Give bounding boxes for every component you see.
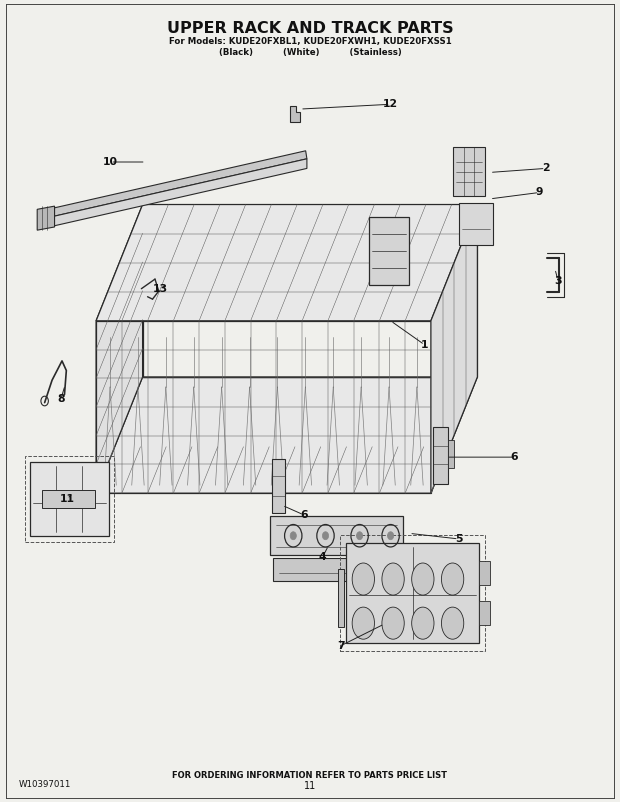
Text: 8: 8 — [57, 395, 64, 404]
Ellipse shape — [352, 563, 374, 595]
Text: 5: 5 — [455, 534, 463, 544]
Polygon shape — [51, 151, 307, 217]
Polygon shape — [96, 205, 477, 321]
Polygon shape — [459, 203, 493, 245]
Polygon shape — [433, 427, 448, 484]
Text: 1: 1 — [421, 340, 428, 350]
Circle shape — [356, 532, 363, 540]
Polygon shape — [53, 159, 307, 226]
Text: 7: 7 — [337, 641, 345, 650]
Ellipse shape — [412, 563, 434, 595]
Polygon shape — [448, 440, 454, 468]
Text: UPPER RACK AND TRACK PARTS: UPPER RACK AND TRACK PARTS — [167, 21, 453, 35]
Text: 4: 4 — [319, 553, 326, 562]
Polygon shape — [453, 147, 485, 196]
Ellipse shape — [412, 607, 434, 639]
Polygon shape — [272, 459, 285, 513]
Circle shape — [388, 532, 394, 540]
Polygon shape — [30, 462, 109, 536]
Polygon shape — [338, 569, 344, 627]
Text: 6: 6 — [511, 452, 518, 462]
Text: 11: 11 — [60, 494, 74, 504]
Text: 3: 3 — [554, 276, 562, 286]
Polygon shape — [96, 205, 143, 493]
Text: 10: 10 — [103, 157, 118, 167]
Text: (Black)          (White)          (Stainless): (Black) (White) (Stainless) — [219, 48, 401, 58]
Polygon shape — [479, 561, 490, 585]
Polygon shape — [346, 543, 479, 643]
Circle shape — [322, 532, 329, 540]
Text: 11: 11 — [304, 781, 316, 791]
Ellipse shape — [352, 607, 374, 639]
Ellipse shape — [382, 563, 404, 595]
Polygon shape — [37, 206, 55, 230]
Polygon shape — [42, 490, 95, 508]
Polygon shape — [273, 558, 400, 581]
Polygon shape — [369, 217, 409, 285]
Polygon shape — [290, 106, 300, 122]
Polygon shape — [431, 205, 477, 493]
Polygon shape — [270, 516, 403, 555]
Ellipse shape — [382, 607, 404, 639]
Text: 2: 2 — [542, 164, 549, 173]
Circle shape — [290, 532, 296, 540]
Text: For Models: KUDE20FXBL1, KUDE20FXWH1, KUDE20FXSS1: For Models: KUDE20FXBL1, KUDE20FXWH1, KU… — [169, 37, 451, 47]
Text: 13: 13 — [153, 284, 167, 294]
Text: FOR ORDERING INFORMATION REFER TO PARTS PRICE LIST: FOR ORDERING INFORMATION REFER TO PARTS … — [172, 771, 448, 780]
Text: 6: 6 — [300, 510, 308, 520]
Ellipse shape — [441, 563, 464, 595]
Polygon shape — [479, 602, 490, 626]
Ellipse shape — [441, 607, 464, 639]
Text: 12: 12 — [383, 99, 398, 109]
Text: 9: 9 — [536, 188, 543, 197]
Text: W10397011: W10397011 — [19, 780, 71, 789]
Polygon shape — [96, 377, 477, 493]
